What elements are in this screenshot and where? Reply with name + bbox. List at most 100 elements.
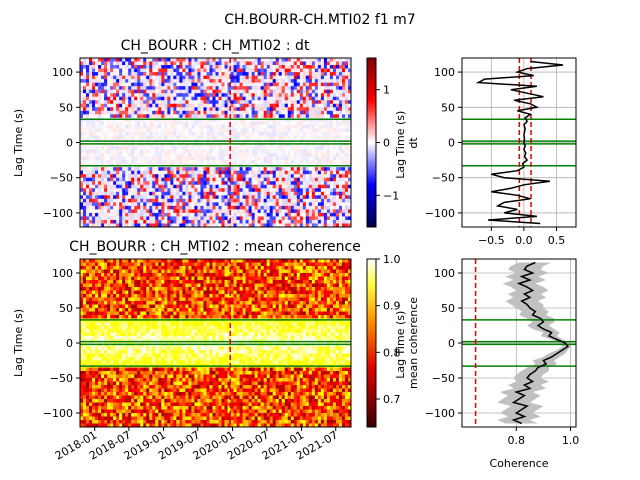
heatmap-cell [140,188,144,193]
heatmap-cell [290,177,295,182]
heatmap-cell [263,128,268,133]
heatmap-cell [95,188,99,193]
heatmap-cell [335,188,340,193]
heatmap-cell [311,216,316,221]
heatmap-cell [308,114,313,119]
heatmap-cell [158,146,162,150]
heatmap-cell [233,107,237,112]
heatmap-cell [284,79,289,84]
heatmap-cell [155,184,159,189]
heatmap-cell [194,100,198,105]
heatmap-cell [95,219,99,224]
heatmap-cell [185,61,189,66]
heatmap-cell [275,209,280,214]
heatmap-cell [107,131,111,136]
heatmap-cell [347,205,352,210]
heatmap-cell [92,93,96,98]
heatmap-cell [164,89,168,94]
heatmap-cell [230,82,234,87]
heatmap-cell [197,110,201,115]
heatmap-cell [134,174,138,179]
heatmap-cell [146,121,150,126]
heatmap-cell [251,75,256,80]
heatmap-cell [248,212,253,217]
heatmap-cell [170,72,174,76]
heatmap-cell [176,121,180,126]
heatmap-cell [80,89,84,94]
heatmap-cell [119,103,123,108]
heatmap-cell [110,212,114,217]
heatmap-cell [191,86,195,91]
heatmap-cell [188,160,192,165]
heatmap-cell [275,198,280,203]
heatmap-cell [80,269,84,274]
heatmap-cell [101,114,105,119]
heatmap-cell [203,223,207,228]
heatmap-cell [209,146,213,150]
heatmap-cell [302,219,307,224]
heatmap-cell [125,216,129,221]
heatmap-cell [317,93,322,98]
heatmap-cell [131,107,135,112]
heatmap-cell [296,149,301,154]
heatmap-cell [185,93,189,98]
heatmap-cell [317,79,322,84]
heatmap-cell [347,72,352,76]
heatmap-cell [275,181,280,186]
heatmap-cell [194,89,198,94]
heatmap-cell [323,188,328,193]
heatmap-cell [248,89,253,94]
heatmap-cell [221,107,225,112]
heatmap-cell [203,93,207,98]
heatmap-cell [128,124,132,129]
heatmap-cell [143,273,147,277]
heatmap-cell [224,124,228,129]
heatmap-cell [179,195,183,200]
heatmap-cell [143,82,147,87]
heatmap-cell [317,68,322,73]
heatmap-cell [311,195,316,200]
heatmap-cell [86,212,90,217]
heatmap-cell [197,219,201,224]
heatmap-cell [155,259,159,263]
heatmap-cell [80,82,84,87]
heatmap-cell [266,124,271,129]
heatmap-cell [269,259,274,263]
heatmap-cell [329,82,334,87]
heatmap-cell [125,191,129,196]
heatmap-cell [341,174,346,179]
heatmap-cell [299,205,304,210]
heatmap-cell [86,167,90,172]
heatmap-cell [167,280,171,284]
heatmap-cell [248,86,253,91]
heatmap-cell [95,280,99,284]
heatmap-cell [194,269,198,274]
heatmap-cell [275,219,280,224]
heatmap-cell [305,131,310,136]
heatmap-cell [215,280,219,284]
heatmap-cell [227,223,231,228]
heatmap-cell [242,212,247,217]
heatmap-cell [305,276,310,281]
heatmap-cell [128,262,132,267]
heatmap-cell [245,114,250,119]
heatmap-cell [161,259,165,263]
heatmap-cell [302,156,307,161]
heatmap-cell [287,153,292,157]
heatmap-cell [98,65,102,69]
heatmap-cell [83,79,87,84]
heatmap-cell [236,121,240,126]
heatmap-cell [200,79,204,84]
heatmap-cell [269,212,274,217]
heatmap-cell [158,79,162,84]
heatmap-cell [149,259,153,263]
heatmap-cell [161,61,165,66]
heatmap-cell [140,146,144,150]
heatmap-cell [308,79,313,84]
heatmap-cell [245,86,250,91]
heatmap-cell [263,100,268,105]
heatmap-cell [176,107,180,112]
heatmap-cell [239,93,243,98]
heatmap-cell [149,269,153,274]
heatmap-cell [173,153,177,157]
